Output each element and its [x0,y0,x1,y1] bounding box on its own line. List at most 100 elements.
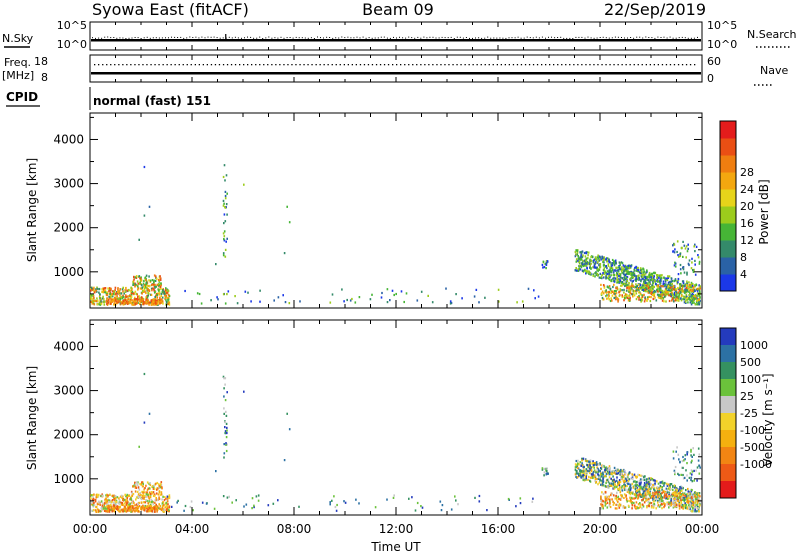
data-cell [691,510,693,513]
noise-sample [456,36,458,38]
data-cell [150,491,153,494]
data-cell [648,491,651,494]
data-cell [679,491,681,494]
data-cell [600,473,603,476]
data-cell [151,508,153,511]
data-cell [626,280,629,283]
data-cell [616,476,618,479]
data-cell [677,499,679,502]
data-cell [680,495,683,498]
data-cell [616,271,618,275]
noise-sample [386,37,388,39]
data-cell [127,295,129,298]
data-cell [153,506,155,509]
data-cell [190,500,193,503]
noise-sample [216,37,218,39]
data-cell [654,479,656,482]
data-cell [661,491,663,494]
data-cell [677,492,680,495]
data-cell [664,283,666,286]
data-cell [130,498,133,501]
freq-sample [653,64,655,66]
data-cell [602,292,605,295]
data-cell [588,461,591,464]
data-cell [657,490,659,493]
noise-sample [231,37,233,39]
data-cell [128,288,130,292]
data-cell [693,288,696,291]
data-cell [694,303,697,306]
data-cell [652,494,654,497]
data-cell [125,288,127,291]
data-cell [647,291,650,294]
data-cell [122,299,124,302]
data-cell [118,289,120,293]
data-cell [163,499,166,502]
data-cell [629,296,631,299]
data-cell [670,291,673,294]
data-cell [223,456,225,459]
data-cell [580,266,583,269]
data-cell [683,298,686,301]
data-cell [651,290,653,293]
data-cell [129,509,131,512]
freq-sample [532,64,535,66]
data-cell [225,436,228,439]
noise-sample [572,38,574,39]
data-cell [637,503,640,506]
data-cell [619,276,622,279]
noise-sample [429,36,431,38]
data-cell [677,273,680,276]
data-cell [628,290,630,293]
data-cell [581,459,583,462]
data-cell [605,295,607,298]
data-cell [653,291,656,294]
data-cell [163,508,166,512]
data-cell [659,279,661,282]
data-cell [680,299,683,302]
data-cell [162,289,164,292]
noise-sample [137,37,139,39]
noise-series [91,34,701,42]
data-cell [671,282,673,285]
data-cell [647,284,650,287]
data-cell [125,510,128,513]
data-cell [153,274,156,277]
data-cell [675,295,677,298]
data-cell [125,498,128,501]
data-cell [598,463,600,466]
data-cell [602,476,605,479]
freq-sample [251,64,253,66]
data-cell [691,301,694,304]
noise-sample [666,37,668,39]
data-cell [642,487,644,491]
data-cell [626,296,629,300]
data-cell [621,485,624,488]
data-cell [282,294,284,297]
data-cell [544,263,547,266]
data-cell [635,286,637,289]
data-cell [685,504,687,507]
data-cell [575,267,577,270]
data-cell [630,284,633,287]
data-cell [699,296,701,299]
noise-sample [532,37,534,39]
data-cell [680,487,682,490]
data-cell [161,502,164,505]
data-cell [607,486,609,489]
data-cell [689,498,692,501]
data-cell [138,298,141,301]
data-cell [131,494,133,498]
data-cell [661,486,664,489]
data-cell [611,472,614,476]
data-cell [537,295,540,298]
data-cell [341,288,343,291]
data-cell [139,302,141,306]
data-cell [638,296,640,299]
data-cell [618,280,620,284]
data-cell [135,302,137,305]
data-cell [618,506,621,509]
data-cell [630,484,633,487]
data-cell [141,490,143,493]
freq-sample [162,64,164,66]
